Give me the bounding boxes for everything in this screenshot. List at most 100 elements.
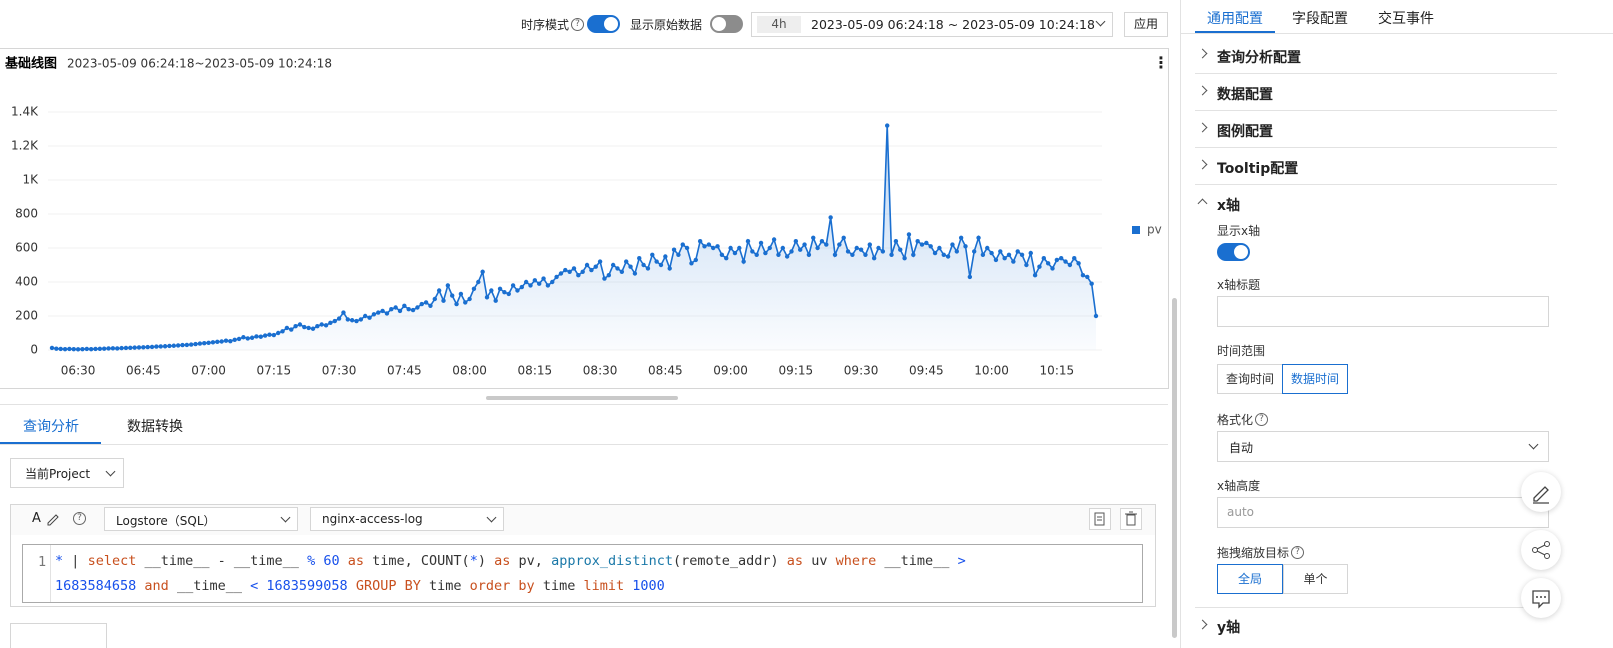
share-button[interactable]: [1521, 530, 1561, 570]
code-token: *: [55, 553, 64, 569]
toggle[interactable]: [710, 15, 743, 33]
format-select[interactable]: 自动: [1217, 431, 1549, 462]
x-tick-label: 07:00: [191, 364, 226, 378]
time-picker[interactable]: 4h 2023-05-09 06:24:18 ~ 2023-05-09 10:2…: [751, 12, 1113, 37]
code-token: as: [494, 553, 511, 569]
chevron: [280, 512, 291, 523]
menu-icon[interactable]: ⋮: [1153, 53, 1169, 72]
text-input[interactable]: auto: [1217, 497, 1549, 528]
segment-selected[interactable]: 数据时间: [1282, 364, 1348, 394]
point: [302, 324, 307, 330]
tab[interactable]: 字段配置: [1292, 11, 1348, 27]
point: [80, 346, 85, 352]
divider: [0, 404, 1168, 405]
point: [175, 343, 181, 348]
point: [236, 336, 242, 342]
resize-handle[interactable]: [486, 396, 678, 400]
pencil-icon[interactable]: [46, 512, 60, 526]
point: [1059, 256, 1064, 261]
toggle[interactable]: [587, 15, 620, 33]
code-token: 1683599058: [266, 578, 348, 594]
y-tick-label: 1K: [22, 173, 39, 187]
help-icon[interactable]: ?: [1255, 413, 1268, 426]
point: [341, 310, 346, 315]
point: [393, 305, 398, 310]
point: [293, 324, 298, 329]
code-area[interactable]: [22, 544, 1143, 603]
point: [241, 335, 246, 340]
tab[interactable]: 交互事件: [1378, 11, 1434, 27]
point: [97, 346, 103, 352]
point: [985, 245, 990, 251]
text-input[interactable]: [1217, 296, 1549, 327]
point: [1028, 250, 1033, 256]
point: [54, 346, 59, 351]
point: [602, 276, 607, 281]
point: [889, 252, 894, 257]
point: [123, 345, 129, 351]
tab[interactable]: 数据转换: [127, 419, 183, 435]
point: [510, 283, 516, 288]
store-select[interactable]: Logstore（SQL）: [104, 507, 298, 531]
button[interactable]: [10, 623, 107, 648]
point: [380, 308, 385, 314]
logstore-select[interactable]: nginx-access-log: [310, 507, 504, 531]
point: [384, 311, 390, 316]
segment[interactable]: 查询时间: [1217, 364, 1283, 394]
help-icon[interactable]: ?: [1291, 546, 1304, 559]
point: [550, 279, 555, 285]
point: [210, 340, 216, 345]
point: [1011, 259, 1016, 264]
help-icon[interactable]: ?: [571, 18, 584, 31]
point: [771, 237, 777, 242]
help-icon[interactable]: ?: [73, 512, 86, 525]
point: [724, 256, 729, 261]
section-title[interactable]: y轴: [1217, 620, 1241, 636]
tab-active[interactable]: 查询分析: [23, 419, 79, 435]
delete-button[interactable]: [1120, 508, 1142, 530]
format-icon[interactable]: A: [32, 511, 41, 526]
point: [75, 347, 81, 352]
code-token: order by: [469, 578, 535, 594]
copy-button[interactable]: [1089, 508, 1111, 530]
code-line: 1683584658 and __time__ < 1683599058 GRO…: [55, 578, 665, 594]
apply-button[interactable]: 应用: [1124, 12, 1168, 37]
section-title[interactable]: 图例配置: [1217, 124, 1273, 140]
point: [624, 259, 629, 264]
section-title[interactable]: x轴: [1217, 198, 1241, 214]
section-title[interactable]: Tooltip配置: [1217, 161, 1299, 177]
code-token: __time__: [884, 553, 950, 569]
area: [52, 125, 1096, 350]
project-select[interactable]: 当前Project: [10, 458, 124, 488]
toggle[interactable]: [1217, 243, 1250, 261]
point: [445, 283, 451, 288]
point: [950, 242, 955, 247]
x-tick-label: 09:45: [909, 364, 944, 378]
y-tick-label: 600: [15, 241, 38, 255]
point: [1080, 273, 1086, 278]
section-title[interactable]: 数据配置: [1217, 87, 1273, 103]
code-token: uv: [811, 553, 828, 569]
point: [502, 290, 507, 295]
point: [811, 235, 816, 240]
point: [863, 252, 868, 257]
point: [963, 244, 968, 249]
point: [1045, 261, 1051, 266]
segment-selected[interactable]: 全局: [1217, 564, 1283, 594]
point: [367, 315, 372, 320]
point: [493, 298, 498, 303]
segment[interactable]: 单个: [1283, 564, 1348, 594]
section-title[interactable]: 查询分析配置: [1217, 50, 1301, 66]
divider: [1195, 147, 1557, 148]
edit-button[interactable]: [1521, 472, 1561, 512]
comment-button[interactable]: [1521, 578, 1561, 618]
point: [754, 252, 759, 257]
point: [741, 259, 746, 264]
point: [406, 307, 411, 312]
scrollbar[interactable]: [1172, 298, 1177, 638]
point: [145, 344, 150, 350]
point: [158, 344, 163, 349]
tab-active[interactable]: 通用配置: [1207, 11, 1263, 27]
x-tick-label: 10:00: [974, 364, 1009, 378]
